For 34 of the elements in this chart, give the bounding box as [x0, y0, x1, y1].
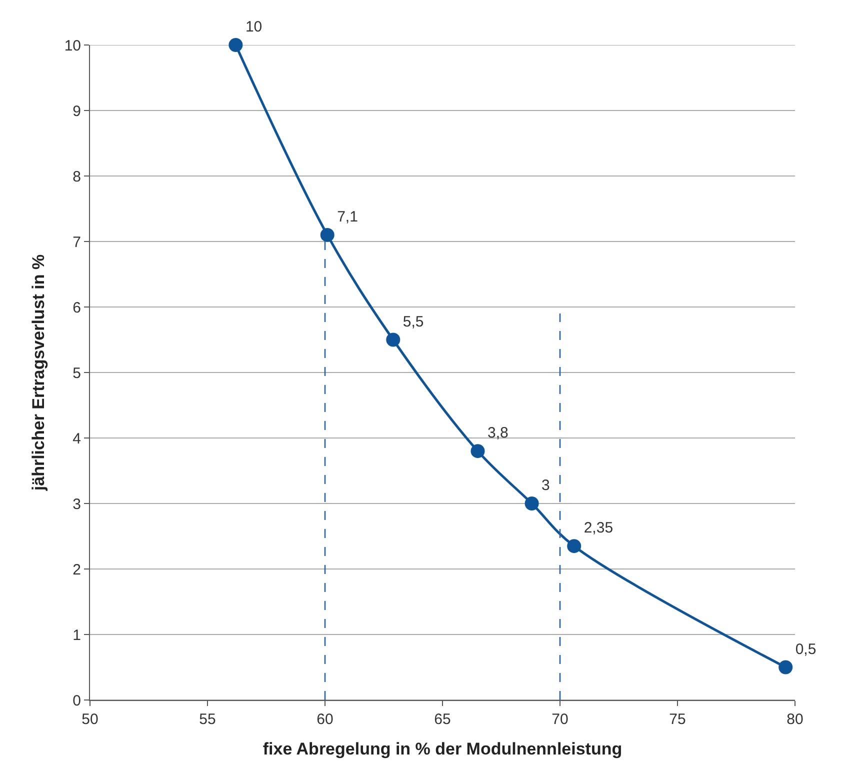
x-tick-label: 75 — [669, 711, 686, 728]
y-tick-label: 0 — [72, 692, 81, 710]
data-label: 10 — [245, 18, 262, 36]
point — [778, 660, 793, 674]
y-tick-label: 1 — [72, 626, 81, 644]
data-label: 3 — [542, 477, 550, 494]
point — [320, 228, 334, 242]
data-label: 3,8 — [488, 424, 508, 442]
x-tick-label: 70 — [552, 711, 568, 728]
y-tick-label: 7 — [72, 234, 81, 251]
y-tick-label: 5 — [72, 364, 81, 382]
x-axis-title: fixe Abregelung in % der Modulnennleistung — [262, 739, 622, 758]
y-tick-label: 8 — [72, 168, 81, 186]
data-label: 5,5 — [402, 313, 424, 330]
data-label: 7,1 — [337, 208, 358, 226]
y-tick-label: 3 — [72, 496, 81, 513]
x-tick-label: 65 — [434, 711, 451, 728]
x-tick-label: 80 — [786, 711, 804, 728]
point — [470, 444, 485, 458]
y-axis-title: jährlicher Ertragsverlust in % — [28, 254, 48, 492]
y-tick-label: 4 — [72, 430, 81, 448]
x-tick-label: 55 — [199, 711, 216, 728]
x-tick-label: 60 — [316, 711, 334, 728]
x-tick-label: 50 — [82, 711, 98, 728]
y-tick-label: 2 — [72, 561, 81, 578]
point — [524, 496, 539, 510]
point — [386, 332, 400, 347]
y-tick-label: 9 — [72, 102, 81, 120]
data-label: 0,5 — [795, 640, 816, 658]
y-tick-label: 6 — [72, 299, 81, 316]
y-tick-label: 10 — [64, 37, 81, 54]
point — [567, 539, 582, 554]
point — [228, 38, 243, 52]
data-label: 2,35 — [584, 520, 614, 537]
